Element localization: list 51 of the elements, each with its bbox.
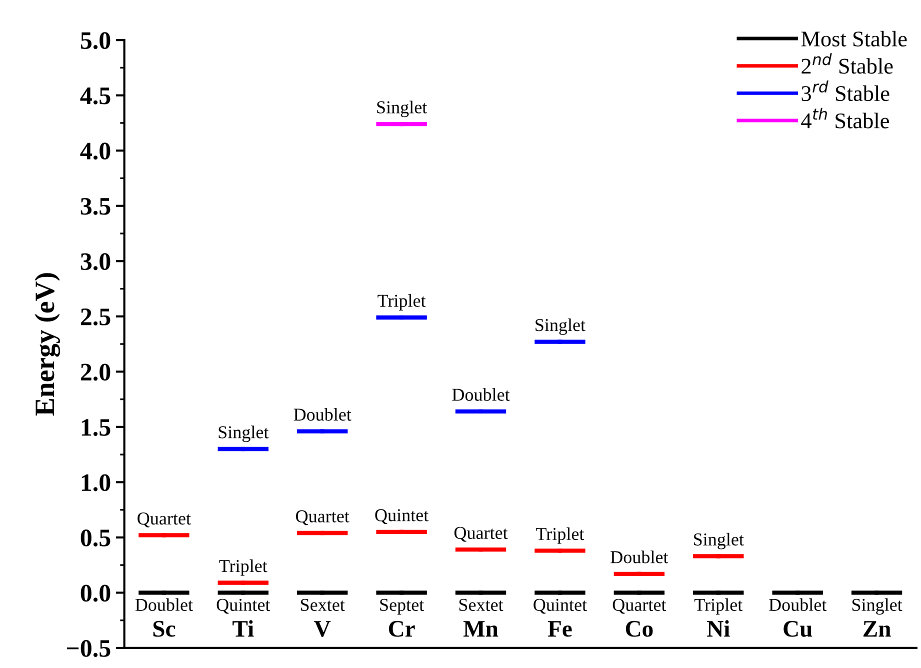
data-label: Singlet [694, 532, 744, 550]
x-tick-label: Co [626, 620, 653, 637]
y-tick-label: 0.0 [80, 584, 110, 602]
y-tick-label: 3.5 [80, 198, 110, 215]
x-tick-label: Zn [863, 621, 891, 637]
x-tick-label: Ti [232, 620, 254, 637]
legend-label: 3$^{rd}$ Stable [802, 80, 890, 102]
data-label: Quintet [216, 598, 270, 614]
x-tick-label: Fe [548, 621, 572, 637]
data-label: Triplet [536, 527, 584, 544]
data-label: Doublet [452, 388, 510, 401]
x-tick-label: Mn [463, 621, 498, 637]
data-label: Septet [380, 598, 424, 615]
data-label: Doublet [610, 550, 668, 564]
data-label: Singlet [218, 426, 269, 442]
x-tick-label: Ni [707, 620, 730, 637]
y-tick-label: 4.0 [80, 142, 110, 160]
y-tick-label: −0.5 [66, 640, 110, 657]
x-tick-label: Cu [784, 620, 812, 637]
data-label: Sextet [300, 598, 345, 611]
data-label: Doublet [135, 598, 193, 611]
x-tick-label: Sc [153, 620, 176, 637]
data-label: Quartet [454, 526, 508, 542]
y-axis-title: Energy (eV) [34, 273, 60, 416]
x-tick-label: V [314, 621, 331, 637]
data-label: Quartet [296, 510, 350, 526]
data-label: Singlet [536, 318, 586, 335]
data-label: Triplet [694, 598, 743, 615]
x-tick-label: Cr [388, 620, 415, 637]
y-tick-label: 3.0 [80, 253, 110, 270]
legend-label: 4$^{th}$ Stable [801, 108, 889, 128]
legend-label: 2$^{nd}$ Stable [802, 53, 893, 74]
y-tick-label: 4.5 [80, 88, 110, 104]
data-label: Quartet [612, 598, 666, 614]
y-tick-label: 5.0 [80, 32, 110, 50]
data-label: Quartet [138, 512, 191, 528]
data-label: Sextet [459, 598, 504, 611]
data-label: Singlet [852, 598, 902, 615]
y-tick-label: 1.5 [82, 419, 110, 436]
y-tick-label: 1.0 [82, 474, 110, 492]
data-label: Quintet [534, 598, 587, 614]
data-label: Doublet [769, 598, 827, 611]
y-tick-label: 2.5 [80, 308, 110, 326]
data-label: Singlet [377, 100, 428, 118]
data-label: Doublet [294, 408, 352, 421]
data-label: Triplet [219, 559, 268, 576]
y-tick-label: 0.5 [80, 529, 110, 546]
data-label: Quintet [375, 509, 429, 524]
legend-label: Most Stable [801, 30, 907, 47]
data-label: Triplet [378, 294, 426, 311]
y-tick-label: 2.0 [80, 364, 110, 381]
